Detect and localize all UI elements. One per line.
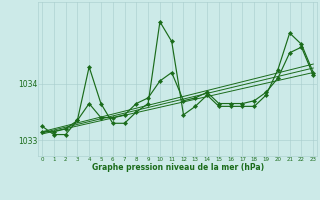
X-axis label: Graphe pression niveau de la mer (hPa): Graphe pression niveau de la mer (hPa): [92, 164, 264, 172]
